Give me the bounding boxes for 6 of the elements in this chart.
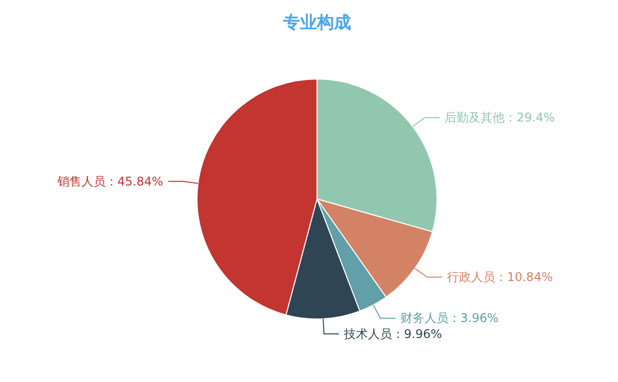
- slice-label: 后勤及其他：29.4%: [444, 110, 555, 125]
- slice-label: 技术人员：9.96%: [342, 326, 442, 341]
- slice-label: 销售人员：45.84%: [56, 174, 164, 188]
- slice-label: 财务人员：3.96%: [400, 311, 499, 326]
- slice-label: 行政人员：10.84%: [447, 270, 553, 284]
- chart-title: 专业构成: [282, 13, 351, 33]
